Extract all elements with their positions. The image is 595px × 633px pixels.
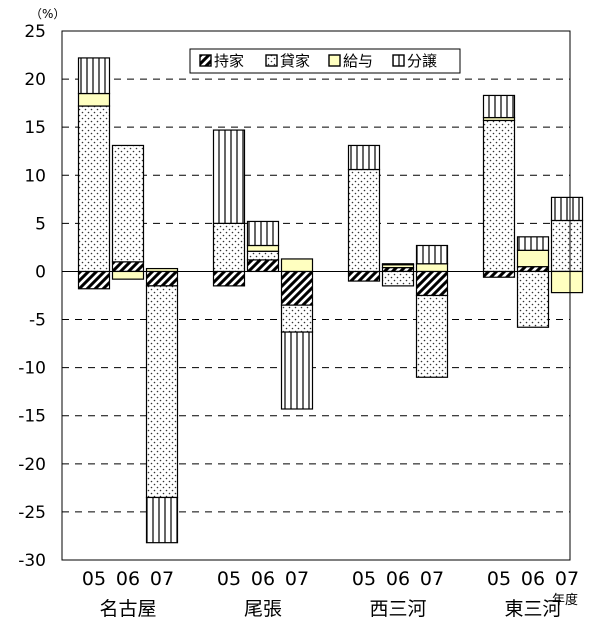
bar-segment-condo-sale — [212, 129, 246, 224]
y-tick-label: -5 — [29, 311, 46, 331]
bar-segment-own-home — [347, 270, 381, 282]
year-label: 05 — [82, 568, 106, 590]
year-label: 05 — [217, 568, 241, 590]
bar-segment-rental — [482, 119, 516, 273]
legend-swatch-employee-housing — [328, 54, 341, 67]
year-label: 05 — [352, 568, 376, 590]
y-tick-labels: 25 20 15 10 5 0 -5 -10 -15 -20 -25 -30 — [18, 22, 46, 571]
bar-segment-condo-sale — [280, 331, 314, 410]
bars — [77, 57, 584, 544]
region-label: 西三河 — [369, 598, 426, 620]
bar-segment-condo-sale — [550, 196, 584, 222]
bar-segment-employee-housing — [550, 270, 584, 294]
legend-label-condo-sale: 分譲 — [407, 52, 437, 70]
bar-segment-own-home — [516, 266, 550, 273]
year-label: 06 — [251, 568, 275, 590]
bar-segment-condo-sale — [482, 94, 516, 119]
region-label: 名古屋 — [99, 598, 156, 620]
legend-label-employee-housing: 給与 — [343, 52, 373, 70]
bar-segment-employee-housing — [77, 92, 111, 107]
legend-label-rental: 貸家 — [280, 52, 310, 70]
bar-segment-employee-housing — [516, 249, 550, 268]
legend-box — [189, 48, 461, 74]
region-label: 尾張 — [244, 598, 282, 620]
unit-label: （%） — [30, 7, 65, 21]
legend-swatch-condo-sale — [392, 54, 405, 67]
bar-segment-own-home — [246, 259, 280, 273]
y-tick-label: -30 — [18, 551, 46, 571]
bar-segment-condo-sale — [77, 57, 111, 95]
bar-segment-rental — [77, 105, 111, 273]
bar-segment-rental — [111, 144, 145, 263]
bar-segment-employee-housing — [111, 270, 145, 280]
year-label: 07 — [150, 568, 174, 590]
y-tick-label: 10 — [24, 166, 46, 186]
year-label: 06 — [386, 568, 410, 590]
bar-segment-rental — [280, 304, 314, 333]
bar-segment-condo-sale — [415, 244, 449, 265]
bar-segment-rental — [145, 285, 179, 499]
year-label: 07 — [285, 568, 309, 590]
bar-segment-rental — [415, 294, 449, 378]
bar-segment-employee-housing — [246, 244, 280, 252]
y-tick-label: -25 — [18, 503, 46, 523]
bar-segment-own-home — [77, 270, 111, 290]
bar-segment-own-home — [415, 270, 449, 297]
bar-segment-rental — [212, 222, 246, 273]
bar-segment-condo-sale — [516, 236, 550, 251]
bar-segment-own-home — [111, 261, 145, 273]
y-tick-label: -15 — [18, 407, 46, 427]
bar-segment-condo-sale — [381, 263, 415, 266]
year-label: 07 — [555, 568, 579, 590]
bar-segment-condo-sale — [246, 220, 280, 247]
y-tick-label: 0 — [35, 262, 46, 282]
y-tick-label: -10 — [18, 359, 46, 379]
fiscal-year-suffix: 年度 — [552, 592, 578, 608]
legend-swatch-own-home — [199, 54, 212, 67]
bar-segment-employee-housing — [280, 258, 314, 273]
bar-segment-rental — [550, 219, 584, 273]
bar-segment-condo-sale — [145, 496, 179, 544]
bar-segment-rental — [381, 270, 415, 287]
legend: 持家 貸家 給与 分譲 — [189, 48, 461, 74]
y-tick-label: 5 — [35, 214, 46, 234]
bar-segment-condo-sale — [347, 144, 381, 171]
bar-segment-own-home — [280, 270, 314, 306]
year-label: 06 — [116, 568, 140, 590]
y-tick-label: -20 — [18, 455, 46, 475]
bar-segment-rental — [347, 168, 381, 273]
year-label: 06 — [521, 568, 545, 590]
year-label: 05 — [487, 568, 511, 590]
y-tick-label: 25 — [24, 22, 46, 42]
bar-segment-employee-housing — [415, 263, 449, 273]
bar-segment-rental — [246, 250, 280, 261]
bar-segment-rental — [516, 270, 550, 328]
y-tick-label: 20 — [24, 70, 46, 90]
bar-segment-own-home — [212, 270, 246, 287]
legend-swatch-rental — [265, 54, 278, 67]
bar-segment-own-home — [482, 270, 516, 278]
plot-frame — [61, 30, 571, 561]
bar-segment-own-home — [145, 270, 179, 287]
legend-label-own-home: 持家 — [214, 52, 244, 70]
year-label: 07 — [420, 568, 444, 590]
y-tick-label: 15 — [24, 118, 46, 138]
region-label: 東三河 — [504, 598, 561, 620]
